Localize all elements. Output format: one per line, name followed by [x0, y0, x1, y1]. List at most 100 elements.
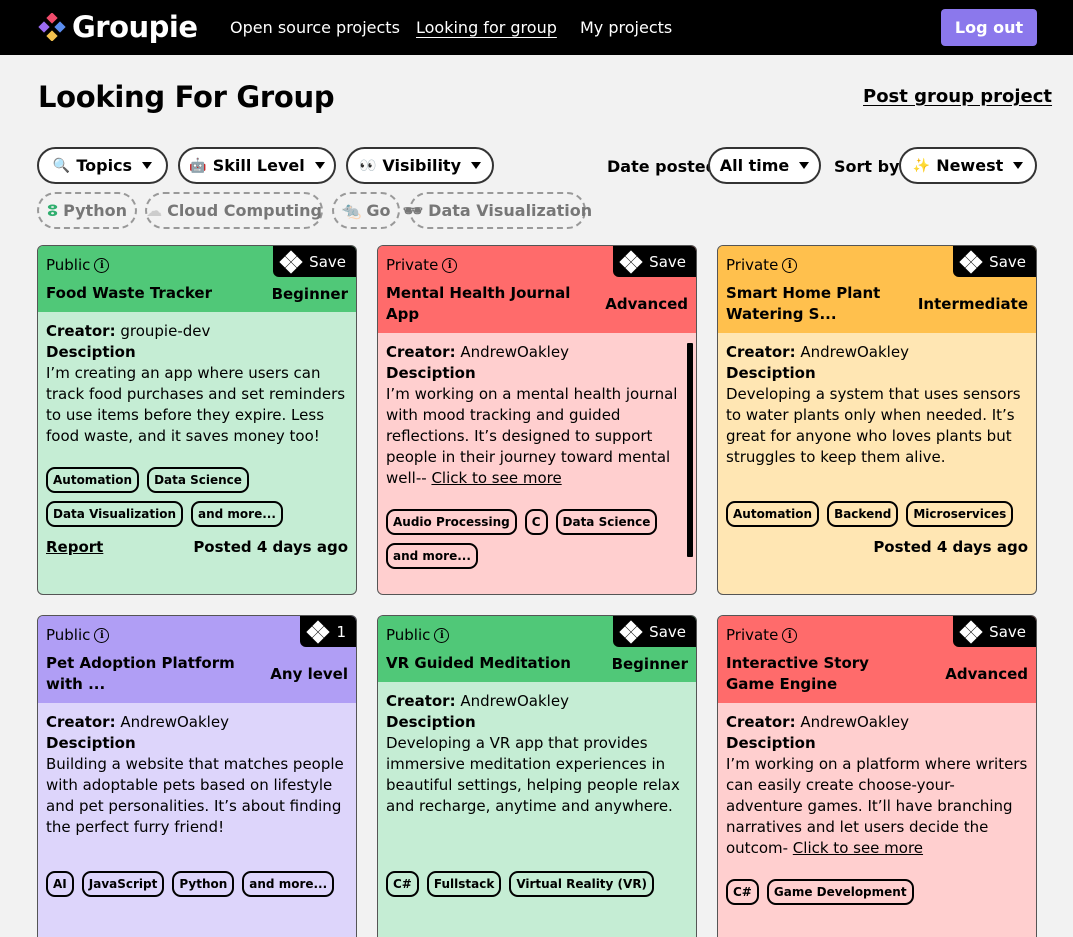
project-card[interactable]: Private i Save Smart Home Plant Watering … [717, 245, 1037, 595]
scrollbar[interactable] [687, 343, 693, 557]
tag[interactable]: Backend [827, 501, 899, 527]
tag[interactable]: Audio Processing [386, 509, 517, 535]
click-to-see-more-link[interactable]: Click to see more [431, 469, 562, 487]
click-to-see-more-link[interactable]: Click to see more [792, 839, 924, 857]
tag-list: Automation Backend Microservices [726, 501, 1028, 527]
skill-level: Beginner [271, 284, 348, 303]
chip-python[interactable]: ⵓ Python [37, 192, 137, 229]
project-name: Mental Health Journal App [386, 284, 571, 323]
groupie-save-icon [619, 619, 643, 644]
chip-go[interactable]: 🐀 Go [332, 192, 400, 229]
groupie-save-icon [959, 619, 983, 644]
skill-level-dropdown[interactable]: 🤖 Skill Level [178, 147, 336, 184]
info-icon[interactable]: i [94, 257, 110, 273]
cloud-icon: ☁ [146, 201, 163, 220]
eyes-icon: 👀 [358, 157, 377, 174]
card-header: Public i Save Food Waste Tracker Beginner [38, 246, 356, 312]
and-more-tag[interactable]: and more... [191, 501, 283, 527]
tag[interactable]: Virtual Reality (VR) [509, 871, 655, 897]
tag[interactable]: C# [386, 871, 419, 897]
tag[interactable]: Automation [726, 501, 820, 527]
chip-label: Python [63, 201, 127, 220]
info-icon[interactable]: i [442, 257, 458, 273]
visibility-dropdown[interactable]: 👀 Visibility [346, 147, 494, 184]
info-icon[interactable]: i [782, 627, 798, 643]
project-card[interactable]: Private i Save Mental Health Journal App A… [377, 245, 697, 595]
skill-level-label: Skill Level [212, 156, 305, 175]
project-name: Interactive Story Game Engine [726, 654, 869, 693]
nav-looking-for-group[interactable]: Looking for group [416, 18, 557, 37]
tag[interactable]: Data Science [555, 509, 658, 535]
project-card[interactable]: Public i 1 Pet Adoption Platform with ...… [37, 615, 357, 937]
chip-data-visualization[interactable]: 🕶 Data Visualization [403, 192, 592, 229]
info-icon[interactable]: i [434, 627, 450, 643]
project-card[interactable]: Private i Save Interactive Story Game Eng… [717, 615, 1037, 937]
save-label: Save [989, 622, 1026, 641]
description-label: Desciption [386, 364, 476, 382]
creator-name: AndrewOakley [800, 713, 909, 731]
tag[interactable]: JavaScript [81, 871, 165, 897]
and-more-tag[interactable]: and more... [242, 871, 335, 897]
tag[interactable]: C# [726, 879, 759, 905]
logout-button[interactable]: Log out [941, 9, 1037, 46]
nav-open-source[interactable]: Open source projects [230, 18, 400, 37]
date-posted-dropdown[interactable]: All time [708, 147, 821, 184]
save-button[interactable]: Save [953, 246, 1036, 277]
tag[interactable]: Fullstack [426, 871, 502, 897]
sort-dropdown[interactable]: ✨ Newest [899, 147, 1037, 184]
card-header: Public i Save VR Guided Meditation Beginne… [378, 616, 696, 682]
sort-value: Newest [936, 156, 1004, 175]
project-card[interactable]: Public i Save Food Waste Tracker Beginner … [37, 245, 357, 595]
visibility-text: Public [46, 626, 91, 644]
visibility-text: Private [386, 256, 439, 274]
and-more-tag[interactable]: and more... [386, 543, 478, 569]
save-count: 1 [336, 622, 346, 641]
creator-label: Creator: [726, 343, 796, 361]
sparkles-icon: ✨ [912, 157, 931, 174]
tag-list: C# Game Development [726, 879, 1028, 905]
nav-my-projects[interactable]: My projects [580, 18, 673, 37]
creator-label: Creator: [386, 343, 456, 361]
tag[interactable]: AI [46, 871, 74, 897]
gopher-icon: 🐀 [341, 201, 362, 220]
project-name: Food Waste Tracker [46, 284, 212, 302]
tag[interactable]: Microservices [906, 501, 1014, 527]
save-label: Save [649, 252, 686, 271]
description-body: I’m working on a mental health journal w… [386, 385, 678, 487]
groupie-save-icon [619, 249, 643, 274]
python-icon: ⵓ [47, 201, 59, 220]
tag-list: C# Fullstack Virtual Reality (VR) [386, 871, 688, 897]
info-icon[interactable]: i [782, 257, 798, 273]
save-button[interactable]: Save [613, 246, 696, 277]
tag[interactable]: Python [172, 871, 235, 897]
description-text: Developing a VR app that provides immers… [386, 734, 680, 815]
brand-logo[interactable]: Groupie [38, 10, 198, 44]
post-group-project-link[interactable]: Post group project [863, 86, 1053, 107]
creator-label: Creator: [386, 692, 456, 710]
save-button[interactable]: Save [953, 616, 1036, 647]
card-header: Public i 1 Pet Adoption Platform with ...… [38, 616, 356, 703]
robot-icon: 🤖 [189, 157, 207, 174]
description-label: Desciption [726, 364, 816, 382]
date-posted-label: Date posted: [607, 157, 724, 176]
tag-list: Audio Processing C Data Science and more… [386, 509, 688, 569]
save-button[interactable]: Save [613, 616, 696, 647]
save-button[interactable]: Save [273, 246, 356, 277]
tag[interactable]: Game Development [766, 879, 914, 905]
magnifier-icon: 🔍 [52, 157, 71, 174]
tag[interactable]: Data Visualization [46, 501, 183, 527]
visibility-text: Public [46, 256, 91, 274]
description-label: Desciption [386, 713, 476, 731]
chip-cloud-computing[interactable]: ☁ Cloud Computing [145, 192, 323, 229]
tag[interactable]: Automation [46, 467, 140, 493]
info-icon[interactable]: i [94, 627, 110, 643]
description-text: I’m working on a platform where writers … [726, 754, 1028, 859]
report-link[interactable]: Report [46, 538, 104, 556]
groupie-save-icon [959, 249, 983, 274]
save-count-button[interactable]: 1 [300, 616, 356, 647]
project-card[interactable]: Public i Save VR Guided Meditation Beginne… [377, 615, 697, 937]
topics-dropdown[interactable]: 🔍 Topics [37, 147, 168, 184]
tag[interactable]: C [524, 509, 548, 535]
chevron-down-icon [471, 162, 481, 169]
tag[interactable]: Data Science [147, 467, 249, 493]
